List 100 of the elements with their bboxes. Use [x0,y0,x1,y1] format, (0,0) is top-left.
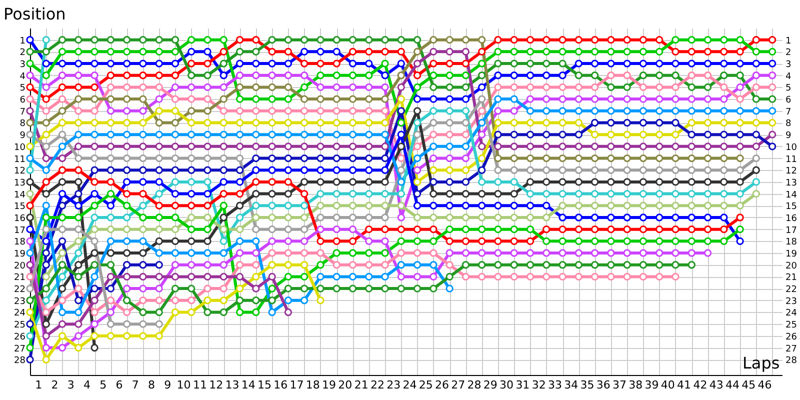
point [316,130,324,138]
x-tick-label: 42 [693,378,708,392]
point [720,83,728,92]
point [478,214,486,222]
point [332,226,340,234]
y-tick-label: 19 [14,250,26,260]
point [122,190,131,198]
point [623,237,631,245]
point [42,142,50,150]
x-tick-label: 18 [306,378,320,392]
point [704,118,712,127]
point [106,272,115,281]
point [106,214,115,222]
point [381,202,389,210]
point [704,190,712,198]
point [42,166,50,174]
point [365,130,373,138]
point [252,36,260,44]
point [155,226,163,234]
point [768,36,776,44]
point [42,95,50,103]
x-tick-label: 24 [402,378,417,392]
point [397,166,405,174]
point [590,72,599,80]
point [74,83,82,92]
point [704,107,712,115]
point [58,154,66,162]
point [90,226,98,234]
point [413,107,422,115]
point [688,142,696,150]
point [26,154,34,162]
y2-tick-label: 13 [786,178,797,188]
point [348,142,357,150]
y2-tick-label: 24 [786,308,798,319]
x-tick-label: 17 [290,378,304,392]
point [348,118,357,127]
point [413,142,422,150]
point [106,83,115,92]
point [316,237,324,245]
x-tick-label: 21 [354,378,368,392]
point [413,178,422,186]
point [558,166,566,174]
y2-tick-label: 26 [786,332,798,342]
point [122,142,131,150]
point [430,72,438,80]
point [672,72,680,80]
point [316,95,324,103]
point [558,142,566,150]
point [220,237,228,245]
point [574,249,582,257]
point [300,83,308,92]
point [106,202,115,210]
y2-tick-label: 16 [786,214,798,224]
point [510,72,518,80]
point [607,272,615,281]
point [720,154,728,162]
point [478,154,486,162]
point [510,107,518,115]
point [252,60,260,68]
point [171,190,180,198]
point [252,107,260,115]
point [607,154,615,162]
point [607,130,615,138]
point [430,249,438,257]
point [720,48,728,56]
point [656,107,664,115]
point [58,332,66,340]
point [139,308,147,316]
point [268,308,276,316]
point [42,178,50,186]
point [413,272,422,281]
point [236,308,244,316]
point [58,249,66,257]
point [220,130,228,138]
point [704,60,712,68]
point [300,284,308,292]
point [316,261,324,269]
point [348,36,357,44]
point [446,214,454,222]
point [155,72,163,80]
point [381,95,389,103]
point [381,154,389,162]
point [155,130,163,138]
point [155,95,163,103]
point [623,272,631,281]
point [656,178,664,186]
point [300,261,308,269]
point [558,48,566,56]
point [188,95,196,103]
point [106,320,115,328]
x-tick-label: 34 [564,378,578,392]
point [284,83,292,92]
point [639,142,648,150]
point [26,332,34,340]
point [300,296,308,304]
point [268,272,276,281]
point [510,118,518,127]
point [478,118,486,127]
point [220,202,228,210]
point [639,237,648,245]
